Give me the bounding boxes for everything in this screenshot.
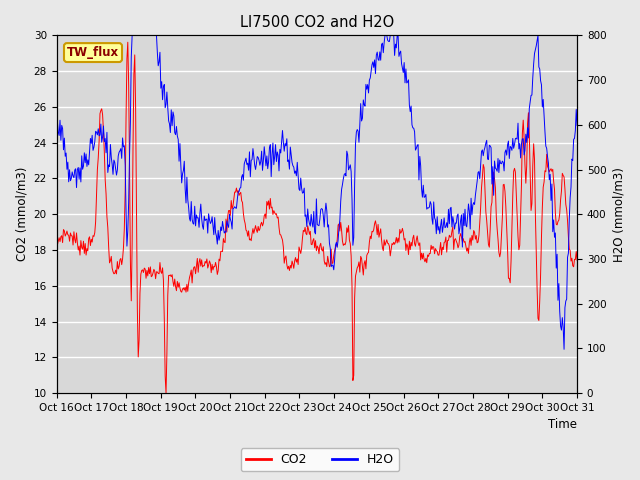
Y-axis label: H2O (mmol/m3): H2O (mmol/m3) xyxy=(612,167,625,262)
Y-axis label: CO2 (mmol/m3): CO2 (mmol/m3) xyxy=(15,167,28,262)
Title: LI7500 CO2 and H2O: LI7500 CO2 and H2O xyxy=(240,15,394,30)
Text: TW_flux: TW_flux xyxy=(67,46,119,59)
X-axis label: Time: Time xyxy=(548,419,577,432)
Legend: CO2, H2O: CO2, H2O xyxy=(241,448,399,471)
